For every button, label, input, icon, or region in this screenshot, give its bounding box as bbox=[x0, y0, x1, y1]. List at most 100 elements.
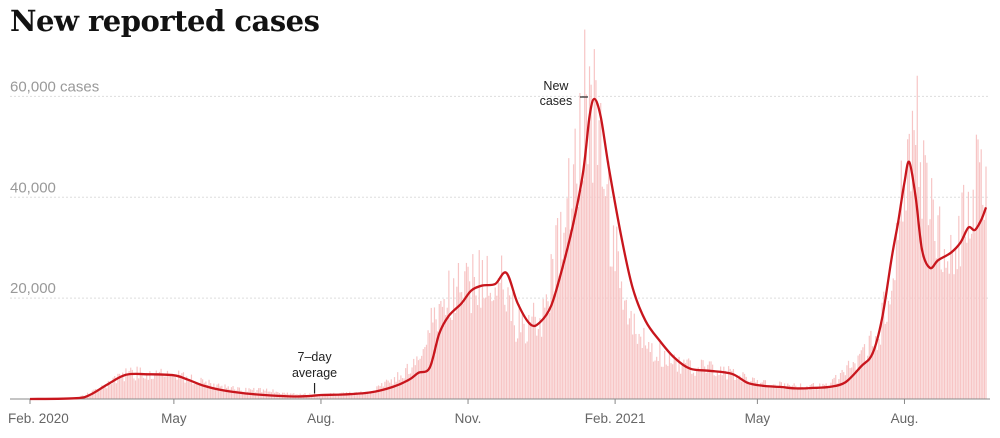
daily-case-bar bbox=[126, 373, 129, 399]
daily-case-bar bbox=[414, 365, 416, 399]
daily-case-bar bbox=[601, 186, 603, 399]
daily-case-bar bbox=[807, 390, 810, 399]
daily-case-bar bbox=[106, 388, 108, 399]
daily-case-bar bbox=[937, 215, 939, 399]
daily-case-bar bbox=[499, 282, 501, 399]
daily-case-bar bbox=[716, 371, 719, 399]
daily-case-bar bbox=[913, 130, 915, 399]
daily-case-bar bbox=[929, 219, 931, 399]
daily-case-bar bbox=[732, 368, 735, 399]
daily-case-bar bbox=[162, 373, 164, 399]
daily-case-bar bbox=[382, 386, 384, 399]
daily-case-bar bbox=[907, 139, 909, 399]
daily-case-bar bbox=[680, 373, 682, 399]
daily-case-bar bbox=[437, 331, 439, 399]
daily-case-bar bbox=[827, 387, 829, 399]
daily-case-bar bbox=[379, 386, 381, 399]
daily-case-bar bbox=[131, 369, 133, 399]
daily-case-bar bbox=[475, 295, 477, 399]
daily-case-bar bbox=[531, 316, 533, 399]
daily-case-bar bbox=[799, 383, 802, 399]
daily-case-bar bbox=[940, 269, 942, 399]
daily-case-bar bbox=[624, 300, 626, 399]
daily-case-bar bbox=[510, 321, 512, 399]
daily-case-bar bbox=[678, 356, 680, 399]
daily-case-bar bbox=[355, 391, 357, 399]
x-axis bbox=[10, 398, 990, 404]
daily-case-bar bbox=[859, 353, 861, 399]
axis-labels: 60,000 cases 40,000 20,000 Feb. 2020 May Aug.… bbox=[8, 78, 918, 426]
daily-case-bar bbox=[413, 358, 415, 399]
daily-case-bar bbox=[461, 292, 463, 399]
daily-case-bar bbox=[165, 376, 167, 399]
annotation-label: cases bbox=[540, 94, 573, 108]
daily-case-bar bbox=[617, 251, 619, 399]
daily-case-bar bbox=[836, 383, 838, 399]
daily-case-bar bbox=[662, 366, 664, 399]
daily-case-bar bbox=[186, 376, 188, 399]
daily-case-bar bbox=[891, 290, 893, 399]
daily-case-bar bbox=[117, 373, 119, 399]
daily-case-bar bbox=[192, 384, 194, 399]
daily-case-bar bbox=[352, 394, 354, 399]
daily-case-bar bbox=[628, 318, 631, 399]
daily-case-bar bbox=[708, 361, 711, 399]
daily-case-bar bbox=[409, 373, 412, 399]
daily-case-bar bbox=[985, 166, 987, 399]
daily-case-bar bbox=[213, 383, 215, 399]
seven-day-average-path bbox=[29, 97, 988, 401]
gridlines bbox=[10, 95, 990, 299]
daily-case-bar bbox=[365, 391, 367, 399]
daily-case-bar bbox=[875, 336, 877, 399]
daily-case-bar bbox=[211, 387, 213, 399]
daily-case-bar bbox=[545, 294, 547, 399]
daily-case-bar bbox=[550, 254, 552, 399]
daily-case-bar bbox=[953, 274, 955, 399]
daily-case-bar bbox=[867, 355, 869, 399]
daily-case-bar bbox=[721, 375, 723, 399]
daily-case-bar bbox=[516, 338, 519, 399]
daily-case-bar bbox=[596, 164, 599, 399]
daily-case-bar bbox=[664, 350, 666, 399]
daily-case-bar bbox=[401, 378, 404, 399]
daily-case-bar bbox=[627, 324, 629, 399]
daily-case-bar bbox=[692, 372, 695, 399]
daily-case-bar bbox=[728, 366, 730, 399]
daily-case-bar bbox=[707, 364, 709, 399]
daily-case-bar bbox=[560, 211, 562, 399]
daily-case-bar bbox=[369, 392, 372, 399]
daily-case-bar bbox=[532, 302, 535, 399]
daily-case-bar bbox=[470, 313, 472, 399]
daily-case-bar bbox=[558, 275, 560, 399]
daily-case-bar bbox=[942, 272, 944, 399]
daily-case-bar bbox=[326, 395, 328, 399]
daily-case-bar bbox=[720, 366, 722, 399]
daily-case-bar bbox=[897, 240, 899, 399]
daily-case-bar bbox=[242, 391, 244, 399]
daily-case-bar bbox=[772, 384, 774, 399]
daily-case-bar bbox=[676, 371, 679, 399]
daily-case-bar bbox=[134, 380, 137, 399]
daily-case-bar bbox=[555, 225, 557, 399]
daily-case-bar bbox=[96, 389, 98, 399]
daily-case-bar bbox=[202, 379, 204, 399]
daily-case-bar bbox=[779, 381, 781, 399]
daily-case-bar bbox=[819, 383, 821, 399]
daily-case-bar bbox=[424, 347, 426, 399]
daily-case-bar bbox=[955, 249, 957, 399]
daily-case-bar bbox=[571, 208, 573, 399]
daily-case-bar bbox=[512, 292, 514, 399]
daily-case-bar bbox=[483, 298, 485, 399]
y-tick-label: 40,000 bbox=[10, 179, 56, 196]
annotation-label: 7–day bbox=[298, 350, 333, 364]
daily-case-bar bbox=[849, 368, 851, 399]
daily-case-bar bbox=[580, 189, 583, 399]
daily-case-bar bbox=[590, 84, 592, 400]
daily-case-bar bbox=[854, 363, 856, 399]
daily-case-bar bbox=[473, 276, 476, 399]
daily-case-bar bbox=[353, 392, 356, 399]
daily-case-bar bbox=[398, 379, 400, 399]
daily-case-bar bbox=[361, 393, 364, 399]
daily-case-bar bbox=[817, 389, 819, 399]
daily-case-bar bbox=[975, 134, 978, 399]
